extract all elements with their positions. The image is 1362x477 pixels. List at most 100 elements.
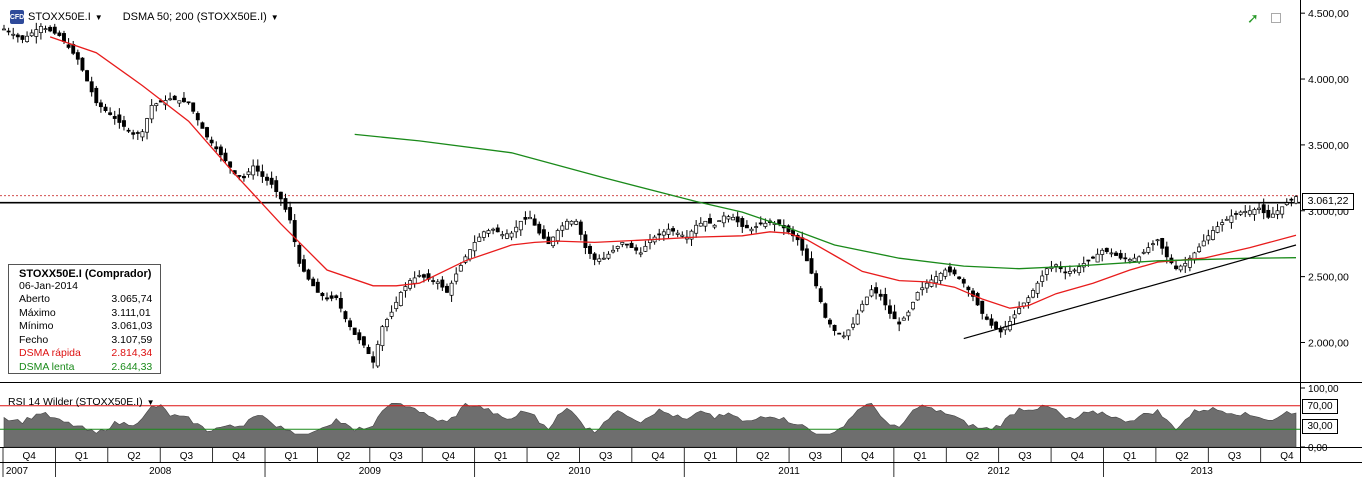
candle-body — [301, 259, 306, 272]
candle-body — [509, 232, 514, 238]
candle-body — [237, 175, 242, 177]
y-tick-label: 4.000,00 — [1308, 74, 1349, 86]
candle-body — [431, 280, 436, 282]
quarter-label: Q3 — [180, 451, 194, 462]
candle-body — [749, 228, 754, 232]
chevron-down-icon[interactable]: ▼ — [94, 12, 103, 22]
candle-body — [934, 276, 939, 284]
candle-body — [477, 236, 482, 242]
candle-body — [255, 165, 260, 172]
candle-body — [1284, 202, 1289, 206]
candle-body — [564, 220, 569, 230]
candle-body — [758, 222, 763, 225]
candle-body — [1012, 314, 1017, 319]
candle-body — [1294, 196, 1298, 204]
candle-body — [325, 297, 329, 300]
candle-body — [1132, 257, 1137, 262]
candle-body — [1067, 271, 1072, 274]
candle-body — [481, 231, 486, 238]
candle-body — [472, 242, 477, 252]
y-tick-label: 2.000,00 — [1308, 337, 1349, 349]
candle-body — [657, 233, 662, 236]
candle-body — [352, 327, 357, 335]
info-panel-date: 06-Jan-2014 — [19, 280, 78, 292]
candle-body — [989, 318, 994, 326]
candle-body — [1224, 218, 1229, 221]
candle-body — [966, 286, 971, 291]
candle-body — [122, 120, 126, 127]
candle-body — [1031, 290, 1035, 298]
year-label: 2008 — [149, 466, 172, 477]
candle-body — [338, 298, 343, 309]
candle-body — [57, 32, 62, 36]
candle-body — [588, 245, 592, 254]
candle-body — [1270, 213, 1275, 218]
trend-icon[interactable]: ➚ — [1247, 10, 1259, 26]
candle-body — [288, 207, 293, 221]
y-tick-label: 4.500,00 — [1308, 8, 1349, 20]
candle-body — [601, 257, 606, 260]
candle-body — [34, 29, 39, 37]
indicator-selector[interactable]: DSMA 50; 200 (STOXX50E.I) — [122, 11, 267, 23]
candle-body — [643, 245, 648, 252]
candle-body — [389, 311, 394, 317]
candle-body — [680, 234, 685, 237]
candle-body — [855, 313, 860, 325]
candle-body — [874, 287, 879, 294]
symbol-selector[interactable]: STOXX50E.I — [28, 11, 91, 23]
quarter-label: Q4 — [23, 451, 37, 462]
trendline — [963, 244, 1297, 340]
candle-body — [89, 81, 94, 93]
candle-body — [394, 301, 399, 310]
quarter-label: Q4 — [651, 451, 665, 462]
candle-body — [537, 223, 542, 234]
candle-body — [495, 227, 500, 233]
candle-body — [611, 249, 616, 253]
cfd-logo-icon: CFD — [10, 10, 24, 24]
candle-body — [897, 321, 902, 325]
candle-body — [172, 95, 177, 101]
candle-body — [200, 122, 205, 129]
candle-body — [532, 218, 537, 226]
candle-body — [1229, 215, 1234, 223]
candle-body — [278, 191, 283, 200]
candle-body — [145, 118, 149, 133]
rsi-header[interactable]: RSI 14 Wilder (STOXX50E.I) ▼ — [8, 396, 155, 408]
candle-body — [574, 220, 579, 225]
candle-body — [292, 220, 297, 243]
candle-body — [555, 230, 560, 241]
candle-body — [920, 287, 925, 291]
candle-body — [763, 222, 768, 227]
candle-body — [615, 245, 620, 249]
candle-body — [449, 282, 454, 296]
candle-body — [283, 198, 288, 210]
candle-body — [1197, 246, 1202, 253]
candle-body — [832, 324, 837, 331]
candle-body — [1155, 239, 1160, 242]
candle-body — [629, 242, 634, 248]
chevron-down-icon[interactable]: ▼ — [270, 12, 279, 22]
quarter-label: Q4 — [232, 451, 246, 462]
candle-body — [597, 258, 602, 262]
candle-body — [887, 305, 892, 314]
chevron-down-icon[interactable]: ▼ — [146, 397, 155, 407]
candle-body — [1257, 207, 1262, 210]
candle-body — [108, 112, 113, 115]
candle-body — [468, 249, 472, 260]
candle-body — [505, 233, 509, 239]
candle-body — [1266, 209, 1271, 218]
candle-body — [315, 281, 320, 293]
candle-body — [1100, 249, 1105, 255]
candle-body — [1017, 307, 1022, 314]
candle-body — [1275, 210, 1280, 215]
candle-body — [398, 292, 403, 306]
quarter-label: Q1 — [913, 451, 927, 462]
info-row-low: Mínimo 3.061,03 — [19, 320, 153, 332]
candle-body — [1151, 243, 1155, 246]
chart-header: CFD STOXX50E.I ▼ DSMA 50; 200 (STOXX50E.… — [10, 9, 279, 25]
candle-body — [804, 248, 809, 262]
candle-body — [458, 265, 463, 272]
window-toggle-icon[interactable] — [1271, 13, 1281, 23]
candle-body — [491, 228, 496, 231]
candle-body — [971, 290, 975, 297]
